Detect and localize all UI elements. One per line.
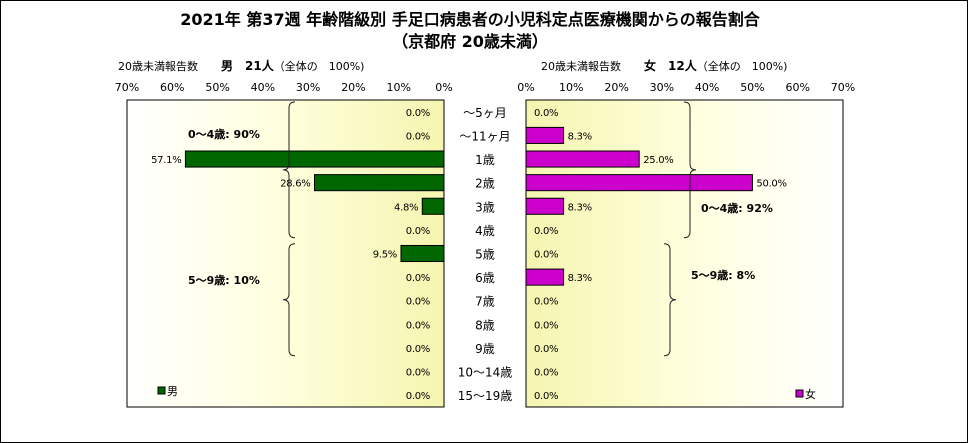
male-data-label: 0.0% — [406, 344, 430, 355]
female-legend-swatch — [795, 389, 804, 398]
male-data-label: 0.0% — [406, 391, 430, 402]
left-x-tick: 60% — [160, 81, 184, 94]
left-x-tick: 20% — [341, 81, 365, 94]
right-age-group-annotation: 0～4歳: 92% — [701, 201, 773, 215]
right-panel-header: 20歳未満報告数 女 12人（全体の 100%) — [541, 58, 787, 73]
chart-subtitle: （京都府 20歳未満） — [392, 32, 548, 51]
male-data-label: 28.6% — [280, 179, 310, 190]
right-x-tick: 60% — [785, 81, 809, 94]
male-data-label: 0.0% — [406, 297, 430, 308]
left-x-tick: 30% — [296, 81, 320, 94]
female-data-label: 0.0% — [534, 250, 558, 261]
left-x-tick: 0% — [435, 81, 452, 94]
female-data-label: 0.0% — [534, 108, 558, 119]
female-bar — [525, 174, 753, 192]
age-category-label: 4歳 — [475, 224, 495, 238]
age-category-label: ～5ヶ月 — [463, 106, 507, 120]
female-data-label: 50.0% — [756, 179, 786, 190]
age-category-label: 15～19歳 — [458, 389, 513, 403]
age-category-label: 6歳 — [475, 271, 495, 285]
left-x-tick: 50% — [205, 81, 229, 94]
male-data-label: 0.0% — [406, 273, 430, 284]
age-category-label: 9歳 — [475, 342, 495, 356]
male-data-label: 57.1% — [151, 155, 181, 166]
female-data-label: 0.0% — [534, 297, 558, 308]
left-panel-header: 20歳未満報告数 男 21人（全体の 100%) — [118, 58, 364, 73]
left-age-group-annotation: 5～9歳: 10% — [188, 273, 260, 287]
female-data-label: 0.0% — [534, 368, 558, 379]
age-category-label: 5歳 — [475, 248, 495, 262]
female-data-label: 8.3% — [568, 131, 592, 142]
male-bar — [184, 150, 445, 168]
male-legend-swatch — [157, 386, 166, 395]
left-age-brace — [282, 101, 296, 239]
age-category-label: 7歳 — [475, 295, 495, 309]
chart-title: 2021年 第37週 年齢階級別 手足口病患者の小児科定点医療機関からの報告割合 — [180, 10, 760, 29]
male-bar — [400, 244, 445, 263]
female-bar — [525, 150, 640, 168]
female-data-label: 0.0% — [534, 344, 558, 355]
age-category-label: 3歳 — [475, 200, 495, 214]
male-data-label: 0.0% — [406, 320, 430, 331]
left-x-tick: 40% — [251, 81, 275, 94]
left-age-group-annotation: 0～4歳: 90% — [188, 127, 260, 141]
right-x-tick: 10% — [559, 81, 583, 94]
right-x-tick: 50% — [740, 81, 764, 94]
male-bar — [421, 197, 445, 215]
right-x-tick: 70% — [831, 81, 855, 94]
right-plot-area — [525, 99, 844, 408]
female-bar — [525, 197, 565, 215]
age-category-label: 10～14歳 — [458, 366, 513, 380]
female-data-label: 8.3% — [568, 273, 592, 284]
right-x-tick: 40% — [695, 81, 719, 94]
right-x-tick: 30% — [650, 81, 674, 94]
male-data-label: 0.0% — [406, 368, 430, 379]
age-category-label: 2歳 — [475, 177, 495, 191]
male-bar — [313, 174, 445, 192]
left-x-tick: 70% — [115, 81, 139, 94]
female-legend-label: 女 — [805, 387, 816, 401]
female-data-label: 0.0% — [534, 320, 558, 331]
male-data-label: 9.5% — [373, 250, 397, 261]
age-category-label: 1歳 — [475, 153, 495, 167]
right-x-tick: 0% — [517, 81, 534, 94]
male-legend-label: 男 — [167, 385, 178, 398]
left-x-tick: 10% — [386, 81, 410, 94]
female-data-label: 25.0% — [643, 155, 673, 166]
female-bar — [525, 268, 565, 286]
left-age-brace — [282, 243, 296, 357]
right-age-group-annotation: 5～9歳: 8% — [691, 268, 755, 282]
female-data-label: 0.0% — [534, 226, 558, 237]
male-data-label: 0.0% — [406, 226, 430, 237]
age-category-label: ～11ヶ月 — [459, 129, 510, 143]
right-age-brace — [683, 101, 697, 239]
female-data-label: 0.0% — [534, 391, 558, 402]
male-data-label: 0.0% — [406, 108, 430, 119]
age-category-label: 8歳 — [475, 318, 495, 332]
female-data-label: 8.3% — [568, 202, 592, 213]
right-age-brace — [663, 243, 677, 357]
male-data-label: 0.0% — [406, 131, 430, 142]
female-bar — [525, 126, 565, 144]
right-x-tick: 20% — [604, 81, 628, 94]
male-data-label: 4.8% — [394, 202, 418, 213]
